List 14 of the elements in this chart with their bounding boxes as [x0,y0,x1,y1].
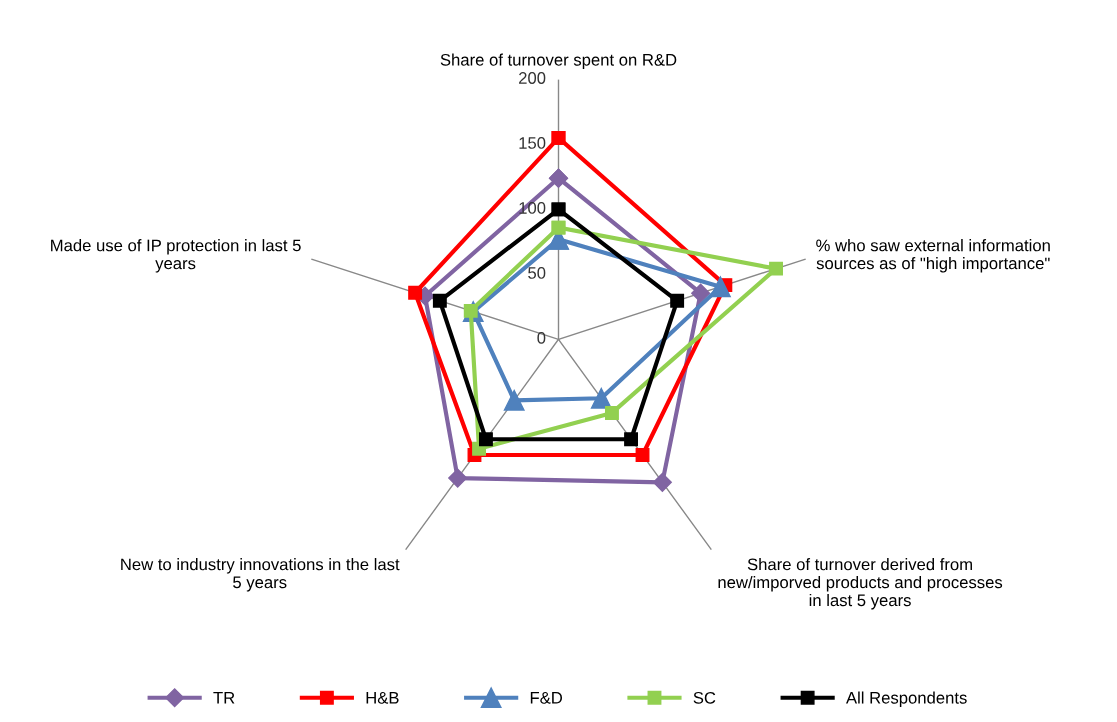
legend-label: TR [213,692,235,704]
legend-label: SC [693,691,716,704]
spoke-label: Made use of IP protection in last 5 years [51,239,301,273]
spoke-label: New to industry innovations in the last 5 years [121,558,400,592]
spoke-label: % who saw external information sources as of "high importance" [816,239,1050,273]
legend-label: F&D [530,692,563,704]
y-tick-label: 0 [537,332,546,344]
legend-label: All Respondents [846,691,967,707]
y-tick-label: 200 [519,72,546,84]
legend-label: H&B [366,692,399,704]
y-tick-label: 50 [528,267,546,279]
y-tick-label: 150 [519,137,546,149]
spoke-label: Share of turnover derived from new/imporved products and processes in last 5 years [718,558,1003,610]
spoke-label: Share of turnover spent on R&D [440,53,677,70]
